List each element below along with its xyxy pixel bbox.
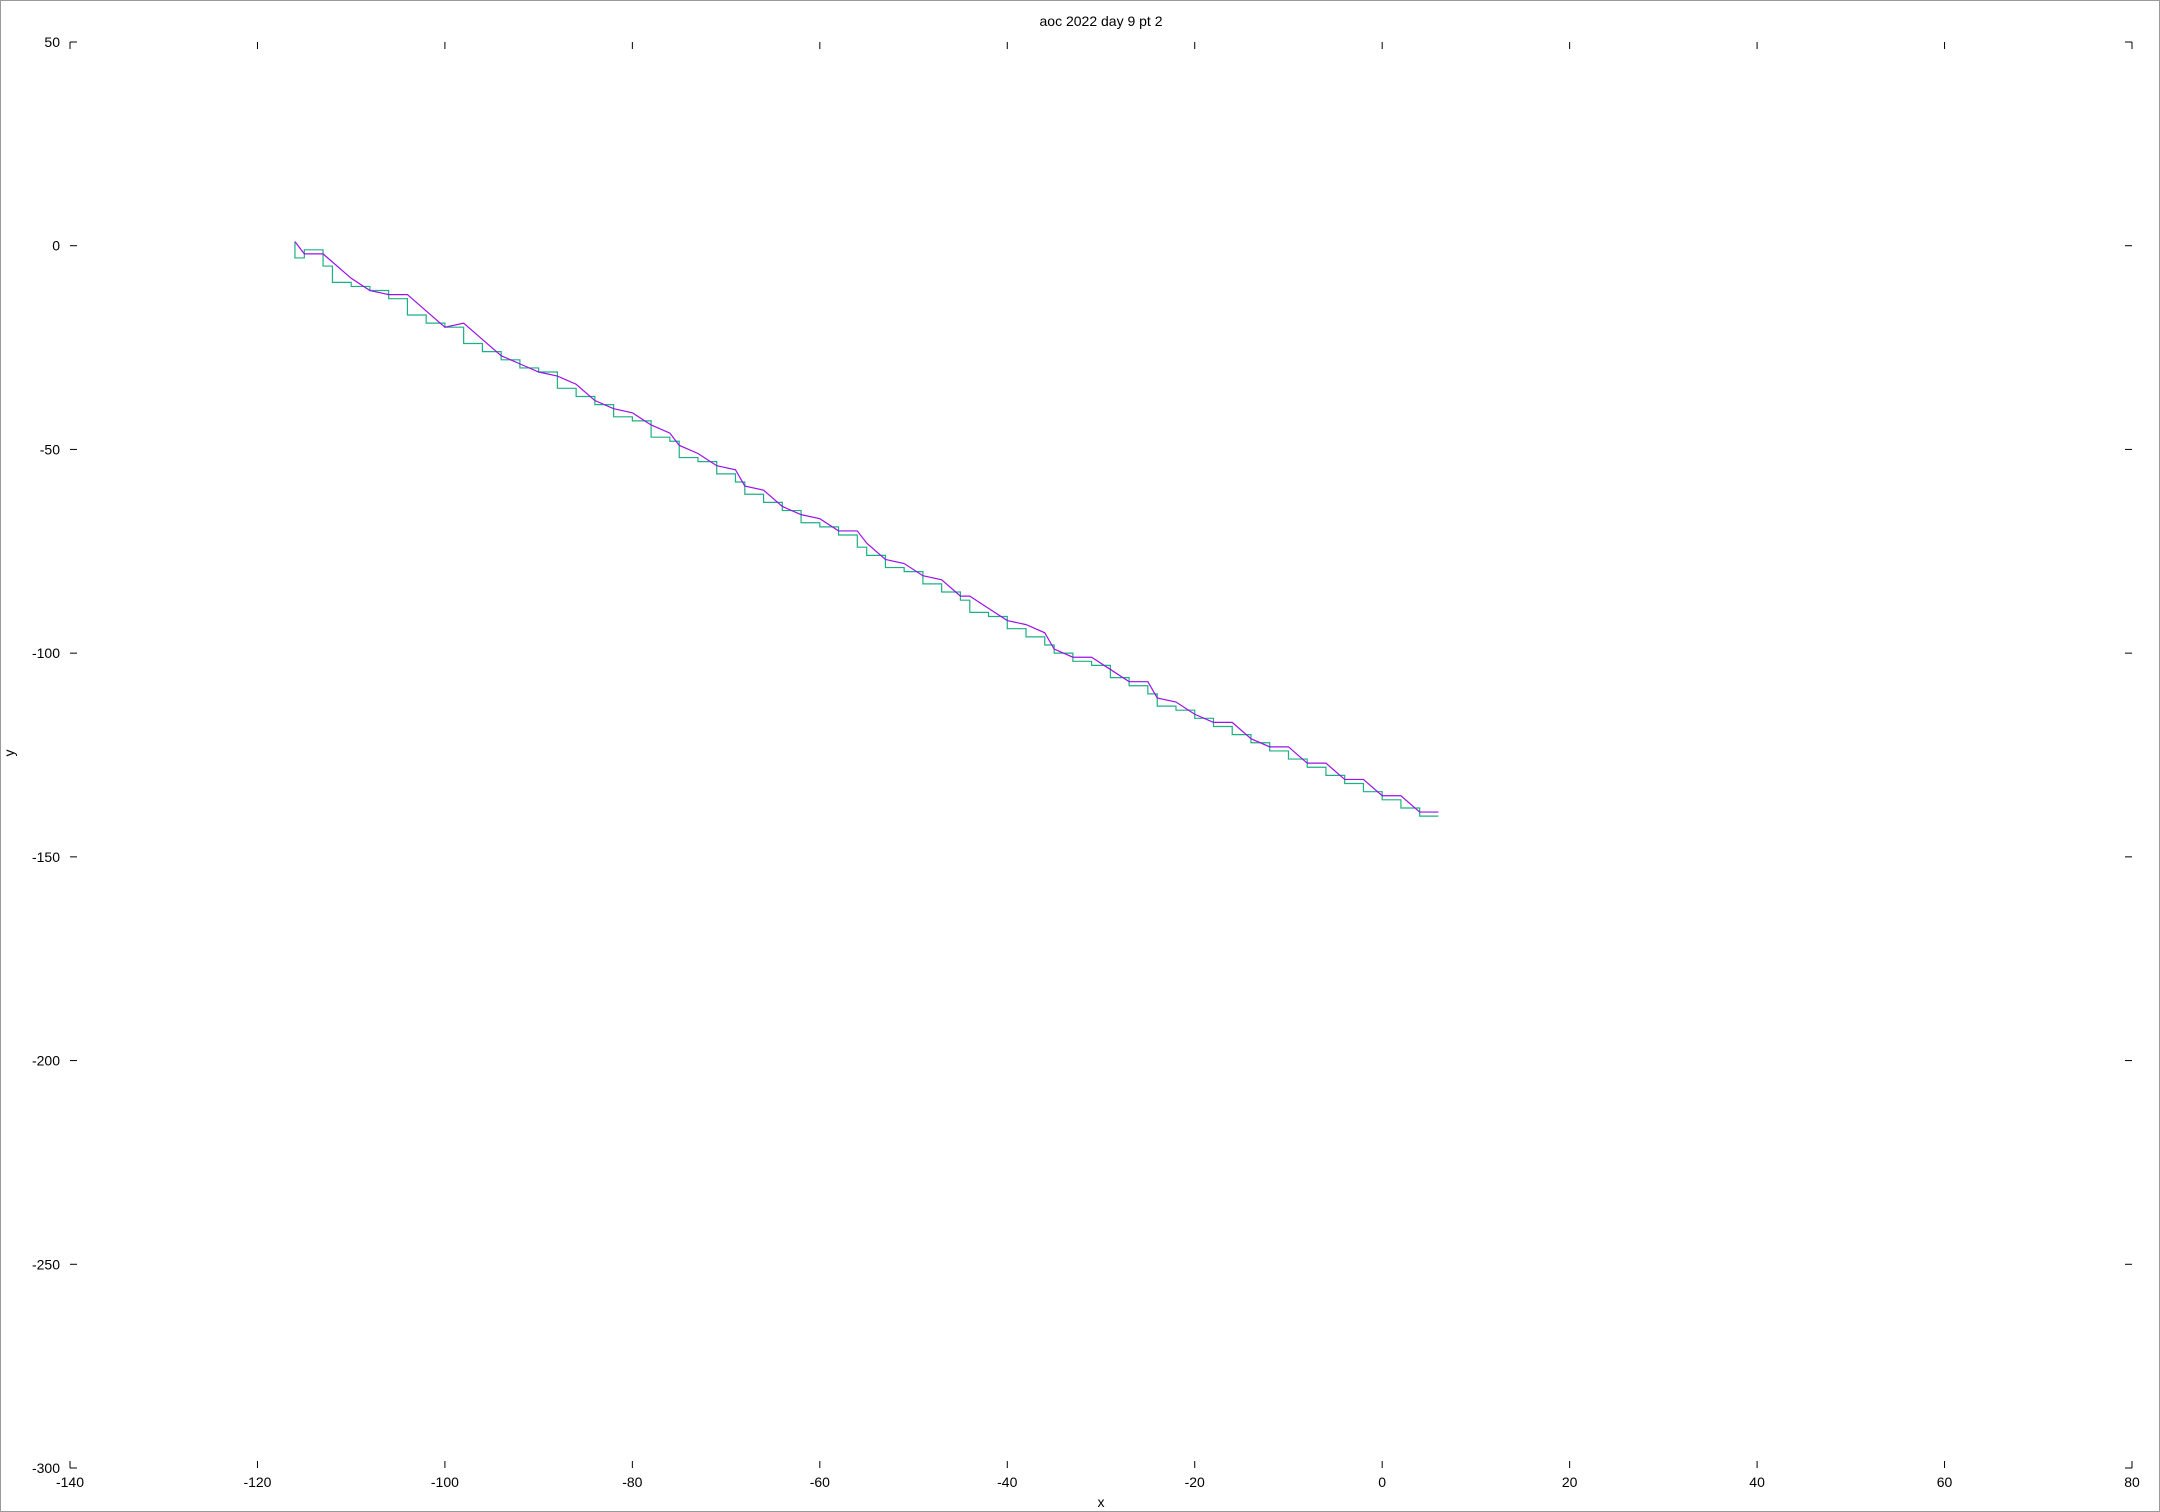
y-tick-label: -250	[32, 1256, 60, 1272]
series-layer	[294, 241, 1439, 817]
y-tick-label: 50	[44, 34, 60, 50]
x-tick-label: 20	[1562, 1474, 1578, 1490]
y-tick-label: -50	[40, 441, 60, 457]
x-tick-label: 60	[1937, 1474, 1953, 1490]
x-axis-label: x	[1098, 1494, 1105, 1510]
axis-ticks: -140 -120 -100 -80 -60 -40 -20 0 20 40 60 80500-50-…	[32, 34, 2140, 1490]
chart-title: aoc 2022 day 9 pt 2	[1040, 13, 1163, 29]
x-tick-label: -20	[1185, 1474, 1205, 1490]
y-tick-label: -150	[32, 849, 60, 865]
x-tick-label: 0	[1378, 1474, 1386, 1490]
x-tick-label: -100	[431, 1474, 459, 1490]
y-tick-label: -200	[32, 1053, 60, 1069]
x-tick-label: -120	[243, 1474, 271, 1490]
x-tick-label: 80	[2124, 1474, 2140, 1490]
x-tick-label: -80	[622, 1474, 642, 1490]
series-tail-line	[294, 241, 1439, 813]
x-tick-label: -140	[56, 1474, 84, 1490]
x-tick-label: -60	[810, 1474, 830, 1490]
y-axis-label: y	[1, 750, 17, 757]
x-tick-label: -40	[997, 1474, 1017, 1490]
y-tick-label: -300	[32, 1460, 60, 1476]
y-tick-label: -100	[32, 645, 60, 661]
series-head-line	[294, 241, 1439, 817]
x-tick-label: 40	[1749, 1474, 1765, 1490]
y-tick-label: 0	[52, 238, 60, 254]
